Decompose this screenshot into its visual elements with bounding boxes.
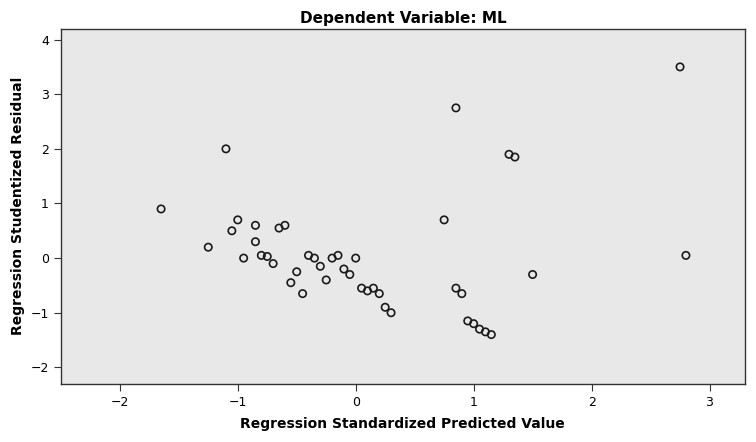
Y-axis label: Regression Studentized Residual: Regression Studentized Residual: [11, 77, 25, 335]
Point: [462, 317, 474, 324]
Point: [479, 328, 491, 335]
Point: [674, 63, 686, 70]
Point: [302, 252, 314, 259]
Point: [231, 216, 243, 223]
Point: [456, 290, 468, 297]
Point: [450, 285, 462, 292]
Point: [467, 320, 479, 327]
Point: [344, 271, 356, 278]
Point: [155, 206, 167, 213]
Point: [503, 151, 515, 158]
Point: [349, 255, 361, 262]
Point: [226, 227, 238, 234]
Point: [249, 238, 262, 245]
Point: [296, 290, 308, 297]
Point: [285, 279, 297, 286]
Point: [273, 225, 285, 232]
Point: [338, 266, 350, 273]
Point: [355, 285, 367, 292]
Point: [279, 222, 291, 229]
Point: [220, 145, 232, 152]
Point: [237, 255, 249, 262]
X-axis label: Regression Standardized Predicted Value: Regression Standardized Predicted Value: [240, 417, 565, 431]
Point: [473, 326, 485, 333]
Point: [249, 222, 262, 229]
Point: [373, 290, 386, 297]
Point: [320, 276, 332, 283]
Point: [680, 252, 692, 259]
Point: [261, 253, 273, 260]
Point: [379, 304, 391, 311]
Point: [256, 252, 268, 259]
Point: [509, 153, 521, 160]
Point: [526, 271, 538, 278]
Point: [332, 252, 344, 259]
Point: [361, 287, 373, 294]
Point: [308, 255, 321, 262]
Point: [202, 244, 214, 251]
Point: [438, 216, 450, 223]
Point: [385, 309, 397, 316]
Point: [367, 285, 380, 292]
Point: [450, 104, 462, 111]
Point: [267, 260, 279, 267]
Point: [290, 268, 302, 275]
Point: [314, 263, 327, 270]
Point: [326, 255, 338, 262]
Title: Dependent Variable: ML: Dependent Variable: ML: [299, 11, 507, 26]
Point: [485, 331, 497, 338]
